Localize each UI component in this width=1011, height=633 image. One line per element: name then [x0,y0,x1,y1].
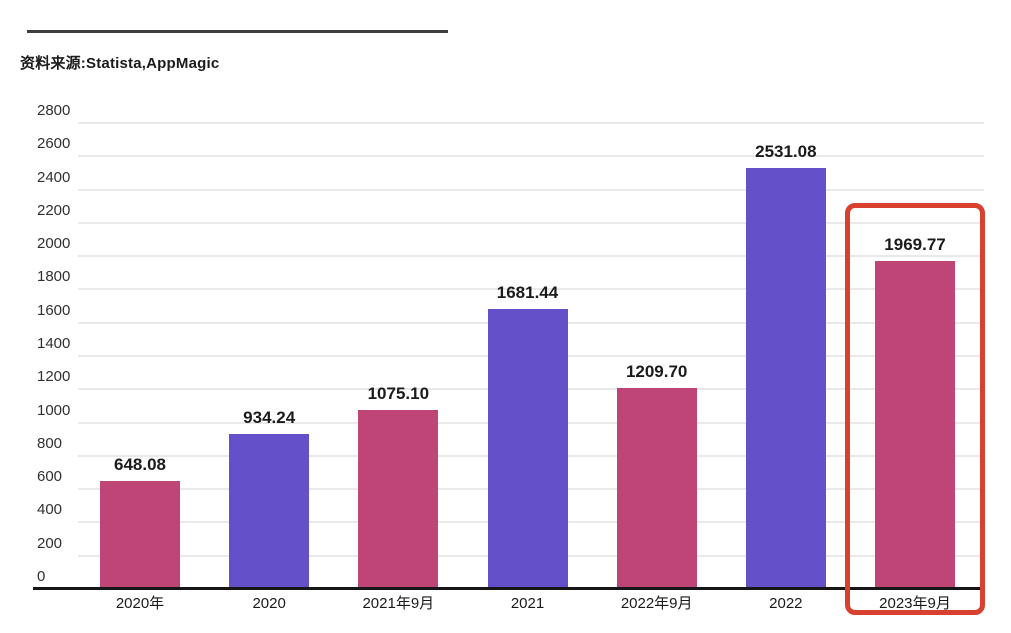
bar [229,433,310,589]
gridline [78,255,984,258]
bar-value-label: 1969.77 [884,235,946,255]
y-axis-tick-label: 600 [37,468,63,486]
y-axis-tick-label: 1000 [37,401,71,419]
highlight-box [845,203,986,615]
gridline [78,122,984,124]
y-axis-tick-label: 1200 [37,368,71,386]
y-axis-tick-label: 400 [37,501,63,519]
y-axis-tick-label: 1600 [37,301,71,319]
y-axis-tick-label: 2800 [37,102,71,119]
gridline [78,155,984,158]
y-axis-tick-label: 200 [37,534,63,552]
y-axis-tick-label: 2000 [37,235,71,253]
bar-value-label: 1209.70 [625,361,688,381]
bar-value-label: 934.24 [243,407,296,427]
gridline [78,188,984,191]
bar [100,481,180,589]
y-axis-tick-label: 800 [37,434,63,452]
bar [875,261,956,589]
y-axis-tick-label: 2600 [37,135,71,153]
x-axis-tick-label: 2022 [769,595,803,612]
y-axis-tick-label: 0 [37,568,46,585]
bar [745,167,826,589]
y-axis-tick-label: 2400 [37,168,71,186]
x-axis-tick-label: 2021年9月 [362,595,435,612]
x-axis-tick-label: 2021 [510,595,545,612]
x-axis-tick-label: 2022年9月 [620,595,693,612]
y-axis-tick-label: 2200 [37,201,71,219]
top-rule-divider [27,30,448,33]
gridline [78,288,984,291]
x-axis-baseline [33,587,981,590]
x-axis-tick-label: 2023年9月 [879,595,951,612]
y-axis-tick-label: 1400 [37,335,71,352]
y-axis-tick-label: 1800 [37,268,71,286]
bar [616,387,697,589]
x-axis-tick-label: 2020 [252,595,286,612]
bar-value-label: 1681.44 [496,283,559,303]
bar-value-label: 648.08 [114,455,166,475]
bar [358,410,439,589]
source-label: 资料来源:Statista,AppMagic [20,55,220,72]
bar-value-label: 2531.08 [755,141,817,161]
bar-value-label: 1075.10 [367,384,430,404]
gridline [78,221,984,224]
bar [487,309,568,589]
x-axis-tick-label: 2020年 [115,595,165,612]
